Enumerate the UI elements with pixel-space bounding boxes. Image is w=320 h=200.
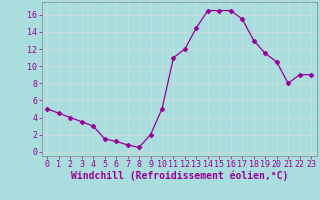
X-axis label: Windchill (Refroidissement éolien,°C): Windchill (Refroidissement éolien,°C): [70, 171, 288, 181]
